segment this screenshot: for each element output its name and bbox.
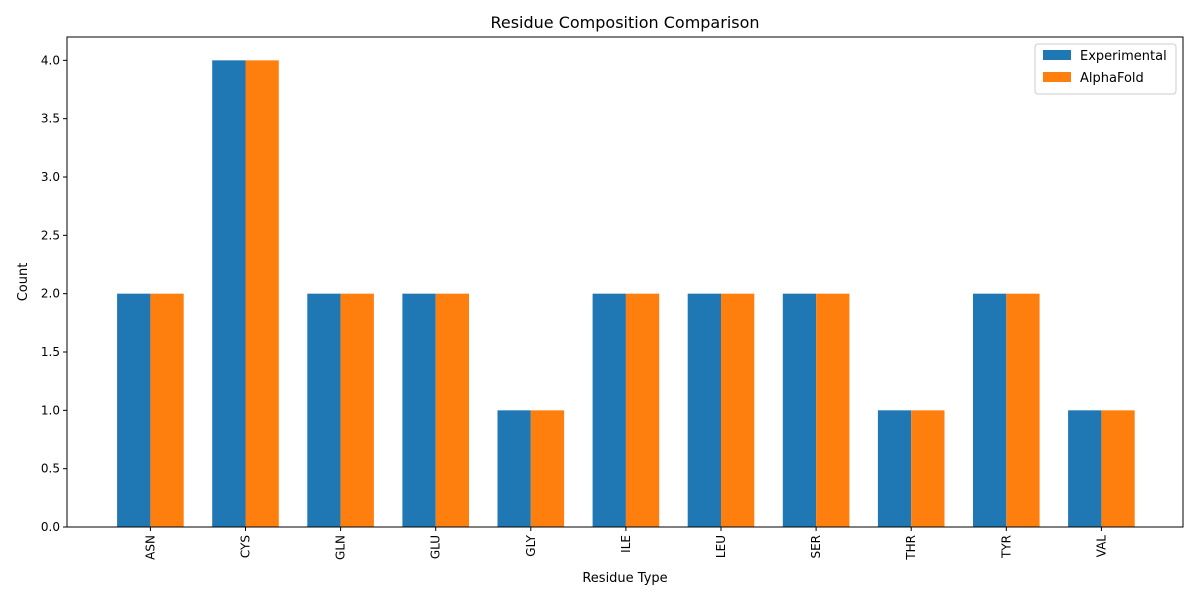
bar-experimental-ser	[782, 293, 817, 527]
y-tick-label: 3.0	[41, 170, 60, 184]
y-axis-ticks: 0.0 0.5 1.0 1.5 2.0 2.5 3.0 3.5 4.0	[41, 53, 67, 534]
bar-alphafold-tyr	[1006, 293, 1040, 527]
bar-alphafold-val	[1101, 410, 1135, 527]
y-tick-label: 1.5	[41, 345, 60, 359]
bar-experimental-gly	[497, 410, 531, 527]
bar-experimental-asn	[117, 293, 151, 527]
bar-experimental-glu	[402, 293, 436, 527]
bar-alphafold-cys	[245, 60, 279, 527]
bar-experimental-cys	[212, 60, 246, 527]
x-tick-label: CYS	[239, 535, 253, 558]
y-axis-label: Count	[16, 263, 31, 302]
x-tick-label: ILE	[619, 535, 633, 553]
bar-experimental-tyr	[973, 293, 1007, 527]
bars-group	[117, 60, 1135, 527]
bar-alphafold-leu	[721, 293, 755, 527]
y-tick-label: 0.5	[41, 462, 60, 476]
legend-label-alphafold: AlphaFold	[1080, 71, 1144, 86]
bar-experimental-ile	[592, 293, 626, 527]
y-tick-label: 1.0	[41, 403, 60, 417]
bar-experimental-leu	[687, 293, 721, 527]
x-tick-label: GLY	[524, 534, 538, 556]
legend-label-experimental: Experimental	[1080, 49, 1167, 64]
bar-experimental-thr	[877, 410, 912, 527]
x-tick-label: THR	[904, 535, 918, 561]
bar-experimental-val	[1068, 410, 1102, 527]
legend-swatch-experimental	[1043, 50, 1071, 60]
x-tick-label: ASN	[143, 535, 157, 560]
x-tick-label: LEU	[714, 535, 728, 558]
legend-swatch-alphafold	[1043, 72, 1071, 82]
chart-title: Residue Composition Comparison	[490, 13, 759, 32]
x-tick-label: GLN	[334, 535, 348, 560]
y-tick-label: 3.5	[41, 112, 60, 126]
bar-alphafold-thr	[911, 410, 945, 527]
y-tick-label: 0.0	[41, 520, 60, 534]
x-tick-label: TYR	[999, 535, 1013, 559]
legend: Experimental AlphaFold	[1034, 43, 1177, 95]
bar-alphafold-gly	[530, 410, 565, 527]
x-tick-label: GLU	[429, 535, 443, 559]
bar-alphafold-ile	[625, 293, 660, 527]
bar-alphafold-gln	[340, 293, 374, 527]
x-tick-label: SER	[809, 535, 823, 559]
bar-experimental-gln	[307, 293, 341, 527]
x-axis-ticks: ASN CYS GLN GLU GLY ILE LEU SER THR TYR VAL	[143, 527, 1108, 561]
x-axis-label: Residue Type	[582, 571, 667, 586]
y-tick-label: 4.0	[41, 53, 60, 67]
plot-frame	[66, 36, 1184, 528]
y-tick-label: 2.5	[41, 228, 60, 242]
bar-alphafold-asn	[150, 293, 184, 527]
y-tick-label: 2.0	[41, 287, 60, 301]
x-tick-label: VAL	[1094, 535, 1108, 558]
bar-alphafold-ser	[816, 293, 850, 527]
bar-alphafold-glu	[435, 293, 469, 527]
